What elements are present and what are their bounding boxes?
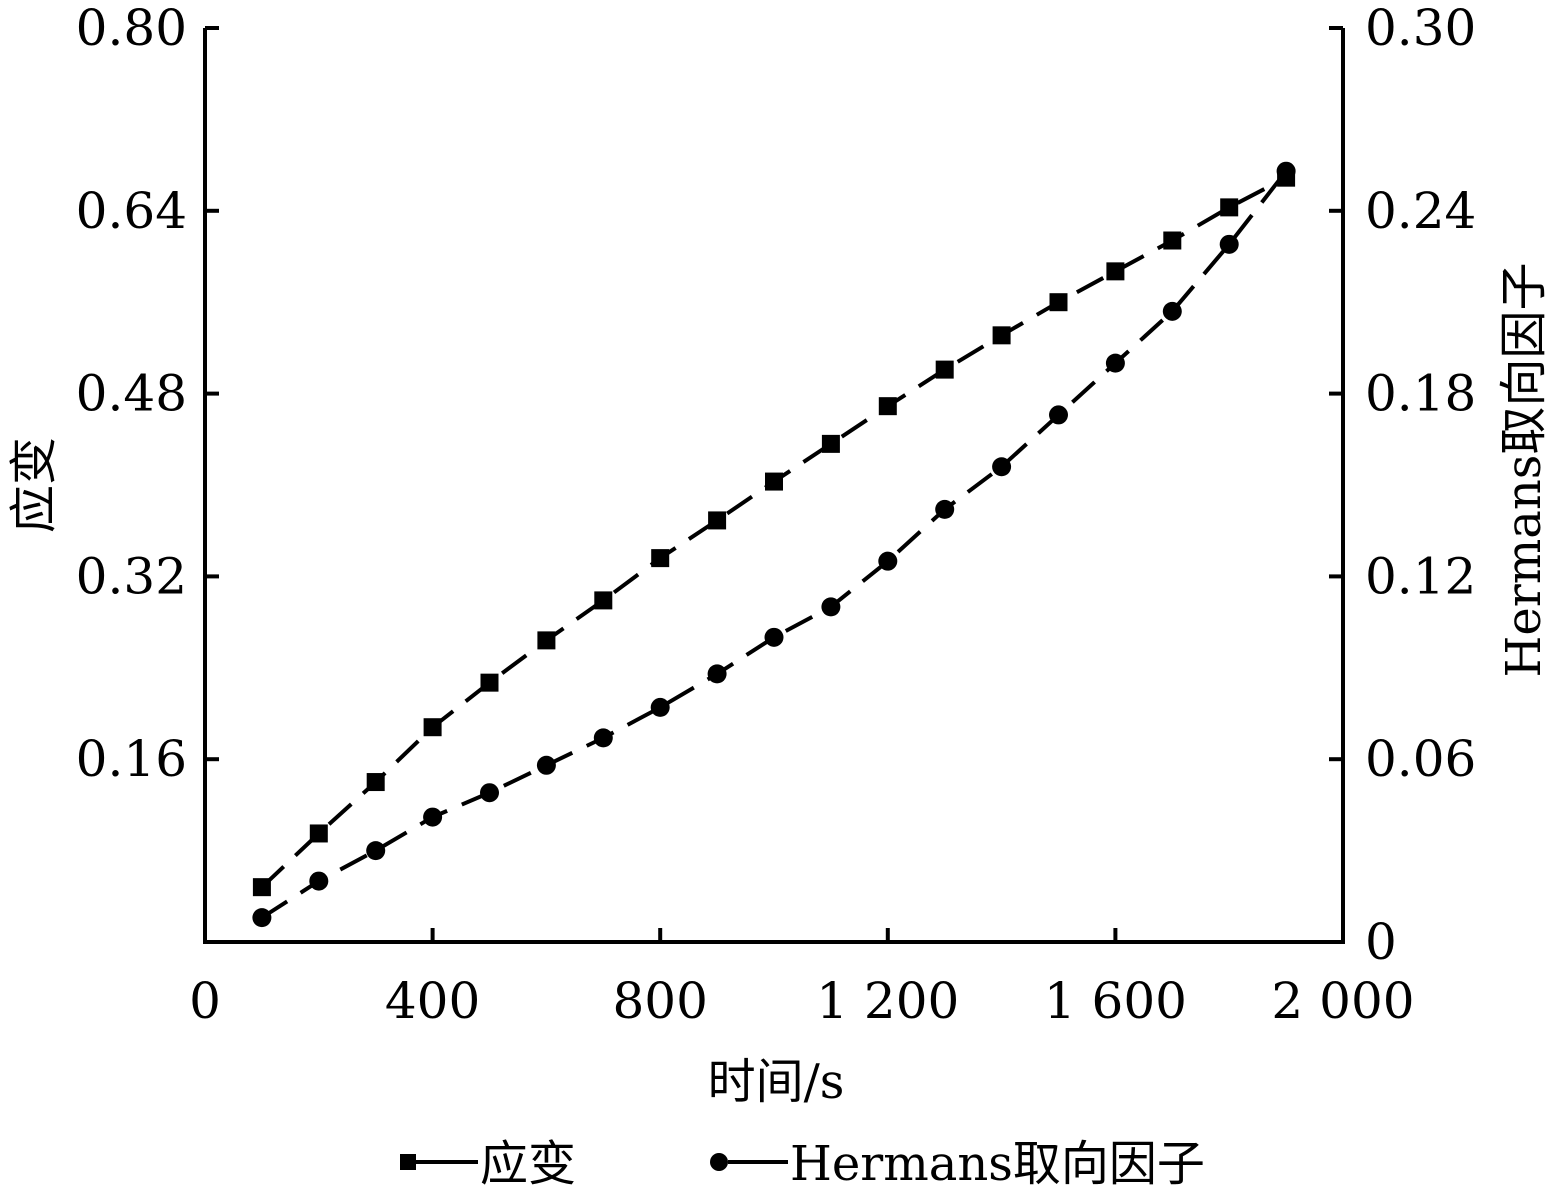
right-y-tick-label: 0.06 (1365, 730, 1476, 788)
x-tick-label: 800 (612, 972, 707, 1030)
data-point-strain (1163, 231, 1182, 250)
data-point-hermans (1219, 234, 1239, 254)
data-point-strain (708, 511, 727, 530)
data-point-strain (594, 591, 613, 610)
axes (203, 28, 1345, 944)
ticks: 0 400 800 1 200 1 600 2 000 0.16 0.32 0.48 0.64 0.… (76, 0, 1477, 1030)
data-point-hermans (878, 551, 898, 571)
right-y-tick-label: 0.12 (1365, 547, 1476, 605)
right-y-tick-label: 0.18 (1365, 365, 1476, 423)
series-line-strain (260, 175, 1288, 889)
legend: 应变 Hermans取向因子 (400, 1136, 1205, 1191)
x-tick-label: 0 (189, 972, 221, 1030)
data-point-hermans (1162, 301, 1182, 321)
data-point-strain (537, 631, 556, 650)
data-point-hermans (764, 627, 784, 647)
data-point-strain (480, 673, 499, 692)
right-y-tick-label: 0.24 (1365, 182, 1476, 240)
data-point-hermans (821, 597, 841, 617)
data-point-strain (765, 472, 783, 491)
legend-square-marker (400, 1154, 416, 1170)
left-y-tick-label: 0.48 (76, 365, 187, 423)
data-point-strain (252, 878, 271, 897)
data-point-hermans (935, 499, 955, 519)
right-y-axis-title: Hermans取向因子 (1496, 263, 1552, 678)
data-point-strain (309, 824, 328, 843)
left-y-axis-title: 应变 (6, 437, 62, 533)
legend-item-hermans: Hermans取向因子 (710, 1136, 1205, 1191)
left-y-tick-label: 0.80 (76, 0, 187, 57)
data-point-strain (423, 718, 442, 737)
series (252, 161, 1296, 928)
data-point-hermans (252, 908, 272, 928)
data-point-hermans (707, 664, 727, 684)
data-point-strain (366, 773, 385, 792)
data-point-strain (821, 434, 840, 453)
left-y-tick-label: 0.16 (76, 730, 187, 788)
data-point-hermans (1105, 353, 1125, 373)
x-tick-label: 400 (385, 972, 480, 1030)
data-point-hermans (593, 728, 613, 748)
right-y-tick-label: 0.30 (1365, 0, 1476, 57)
data-point-strain (651, 549, 670, 568)
x-axis-title: 时间/s (708, 1054, 845, 1110)
data-point-hermans (309, 871, 329, 891)
data-point-hermans (536, 755, 556, 775)
x-tick-label: 1 600 (1044, 972, 1187, 1030)
x-tick-label: 1 200 (816, 972, 959, 1030)
data-point-hermans (423, 807, 443, 827)
data-point-hermans (650, 697, 670, 717)
x-tick-label: 2 000 (1271, 972, 1414, 1030)
data-point-hermans (480, 783, 499, 803)
data-point-hermans (1276, 161, 1296, 181)
data-point-strain (992, 326, 1011, 345)
left-y-tick-label: 0.32 (76, 547, 187, 605)
legend-label-hermans: Hermans取向因子 (790, 1136, 1205, 1191)
data-point-strain (1049, 293, 1068, 312)
left-y-tick-label: 0.64 (76, 182, 187, 240)
legend-circle-marker (710, 1153, 728, 1171)
data-point-strain (878, 397, 897, 416)
data-point-strain (935, 360, 954, 379)
legend-item-strain: 应变 (400, 1136, 576, 1191)
data-point-hermans (366, 841, 386, 861)
series-line-hermans (260, 169, 1288, 920)
data-point-strain (1220, 198, 1239, 217)
data-point-hermans (1049, 405, 1068, 425)
data-point-hermans (992, 457, 1012, 477)
right-y-tick-label: 0 (1365, 913, 1397, 971)
data-point-strain (1106, 262, 1125, 281)
legend-label-strain: 应变 (480, 1136, 576, 1191)
